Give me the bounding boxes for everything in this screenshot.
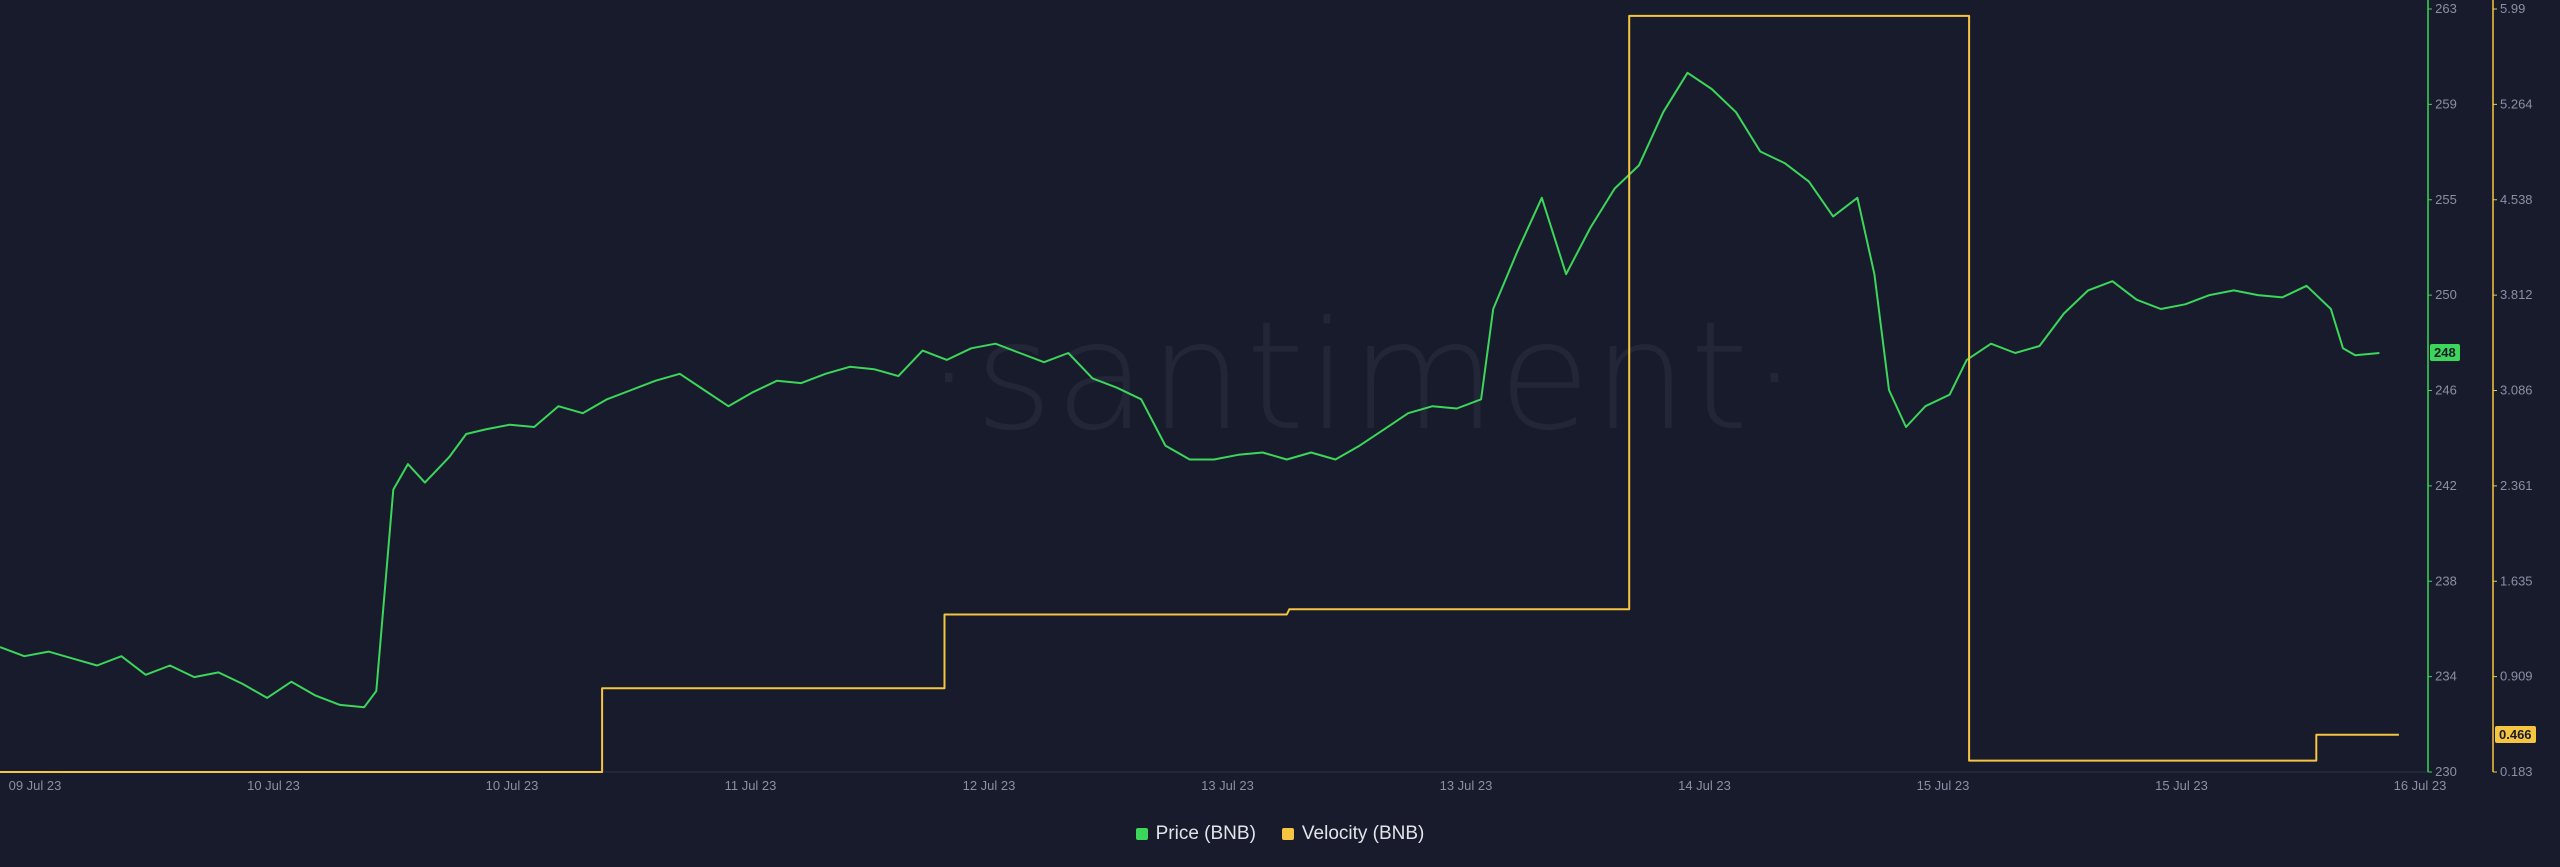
- price-tick-label: 263: [2435, 1, 2457, 16]
- velocity-tick-label: 3.812: [2500, 287, 2533, 302]
- velocity-series-line: [0, 14, 2399, 773]
- price-tick-label: 250: [2435, 287, 2457, 302]
- price-series-line: [0, 71, 2380, 709]
- x-tick-label: 14 Jul 23: [1678, 778, 1731, 793]
- velocity-current-value-badge: 0.466: [2495, 725, 2536, 743]
- velocity-legend-swatch: [1281, 828, 1294, 840]
- x-tick-label: 13 Jul 23: [1201, 778, 1254, 793]
- velocity-tick-label: 5.264: [2500, 96, 2533, 111]
- velocity-tick-label: 2.361: [2500, 478, 2533, 493]
- x-tick-label: 10 Jul 23: [247, 778, 300, 793]
- x-tick-label: 09 Jul 23: [9, 778, 62, 793]
- legend-item-price[interactable]: Price (BNB): [1135, 823, 1256, 845]
- price-tick-label: 259: [2435, 96, 2457, 111]
- x-tick-label: 15 Jul 23: [2155, 778, 2208, 793]
- velocity-tick-label: 4.538: [2500, 192, 2533, 207]
- x-tick-label: 10 Jul 23: [486, 778, 539, 793]
- legend-label-price: Price (BNB): [1155, 823, 1256, 844]
- price-current-value-badge: 248: [2430, 343, 2460, 361]
- x-tick-label: 11 Jul 23: [725, 778, 777, 793]
- x-tick-label: 16 Jul 23: [2394, 778, 2447, 793]
- velocity-tick-label: 0.909: [2500, 669, 2533, 684]
- legend-item-velocity[interactable]: Velocity (BNB): [1281, 823, 1425, 845]
- price-tick-label: 234: [2435, 669, 2457, 684]
- velocity-tick-label: 5.99: [2500, 1, 2525, 16]
- price-tick-label: 230: [2435, 764, 2457, 779]
- price-legend-swatch: [1135, 828, 1148, 840]
- velocity-tick-label: 1.635: [2500, 573, 2533, 588]
- chart-legend: Price (BNB) Velocity (BNB): [0, 823, 2560, 845]
- legend-label-velocity: Velocity (BNB): [1301, 823, 1425, 844]
- velocity-tick-label: 0.183: [2500, 764, 2533, 779]
- price-tick-label: 255: [2435, 192, 2457, 207]
- price-tick-label: 242: [2435, 478, 2457, 493]
- velocity-tick-label: 3.086: [2500, 383, 2533, 398]
- price-tick-label: 238: [2435, 573, 2457, 588]
- x-tick-label: 12 Jul 23: [963, 778, 1016, 793]
- x-tick-label: 15 Jul 23: [1917, 778, 1970, 793]
- x-tick-label: 13 Jul 23: [1440, 778, 1493, 793]
- price-tick-label: 246: [2435, 383, 2457, 398]
